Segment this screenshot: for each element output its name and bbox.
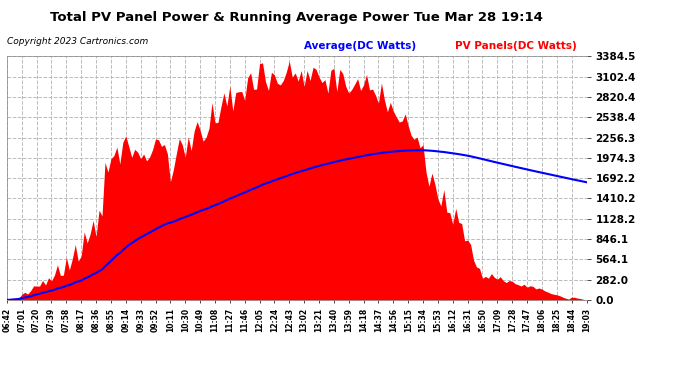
Text: Average(DC Watts): Average(DC Watts) <box>304 41 415 51</box>
Text: Copyright 2023 Cartronics.com: Copyright 2023 Cartronics.com <box>7 38 148 46</box>
Text: Total PV Panel Power & Running Average Power Tue Mar 28 19:14: Total PV Panel Power & Running Average P… <box>50 11 543 24</box>
Text: PV Panels(DC Watts): PV Panels(DC Watts) <box>455 41 577 51</box>
